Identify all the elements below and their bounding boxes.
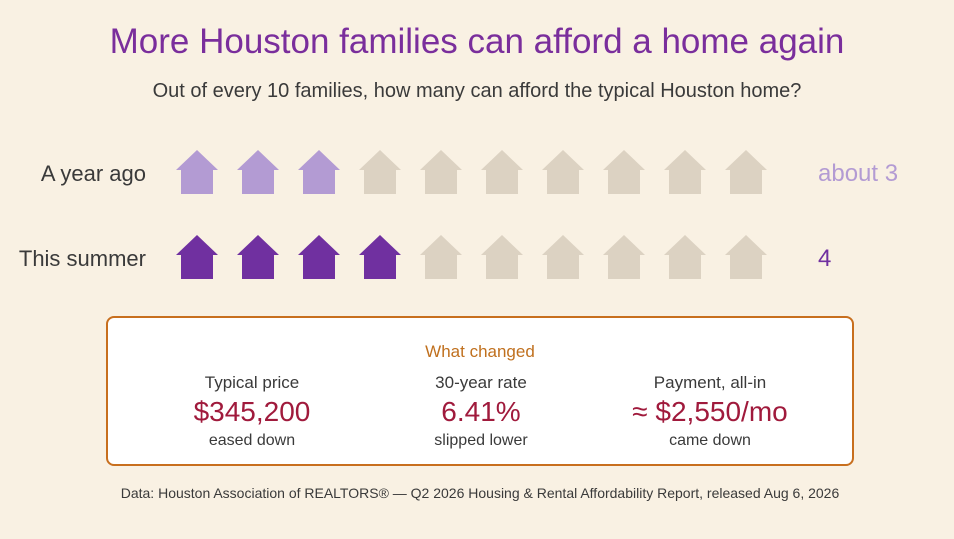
row-label-year-ago: A year ago [40,161,146,186]
what-changed-panel: What changed Typical price $345,200 ease… [106,316,854,466]
stat-note: came down [669,432,751,449]
house-icon-empty [725,150,767,194]
stat-note: slipped lower [434,432,528,449]
chart-subtitle: Out of every 10 families, how many can a… [152,80,802,102]
stat-typical-price: Typical price $345,200 eased down [132,373,372,450]
stat-value: ≈ $2,550/mo [632,396,788,427]
stat-label: Typical price [204,373,300,392]
row-label-this-summer: This summer [18,246,146,271]
house-icon-filled [176,150,218,194]
house-icon-empty [725,235,767,279]
house-icon-empty [664,235,706,279]
stat-30-year-rate: 30-year rate 6.41% slipped lower [361,373,601,450]
stat-label: 30-year rate [435,373,527,392]
stat-value: 6.41% [441,396,521,427]
stat-note: eased down [208,432,296,449]
house-icon-empty [603,150,645,194]
house-icon-filled [298,150,340,194]
house-icon-empty [542,235,584,279]
house-icon-empty [481,150,523,194]
house-icon-filled [176,235,218,279]
stat-payment-all-in: Payment, all-in ≈ $2,550/mo came down [590,373,830,450]
chart-title: More Houston families can afford a home … [109,22,845,61]
panel-title: What changed [425,342,535,361]
house-icon-empty [664,150,706,194]
row-value-this-summer: 4 [818,245,832,272]
house-icon-filled [237,150,279,194]
stat-label: Payment, all-in [653,373,767,392]
house-icon-empty [542,150,584,194]
house-icon-empty [420,150,462,194]
house-icon-filled [237,235,279,279]
house-icon-filled [298,235,340,279]
house-icon-empty [420,235,462,279]
house-icon-empty [603,235,645,279]
house-icon-filled [359,235,401,279]
stat-value: $345,200 [193,396,311,427]
house-icon-empty [359,150,401,194]
row-value-year-ago: about 3 [818,160,899,187]
house-icon-empty [481,235,523,279]
data-source-note: Data: Houston Association of REALTORS® —… [120,485,840,501]
